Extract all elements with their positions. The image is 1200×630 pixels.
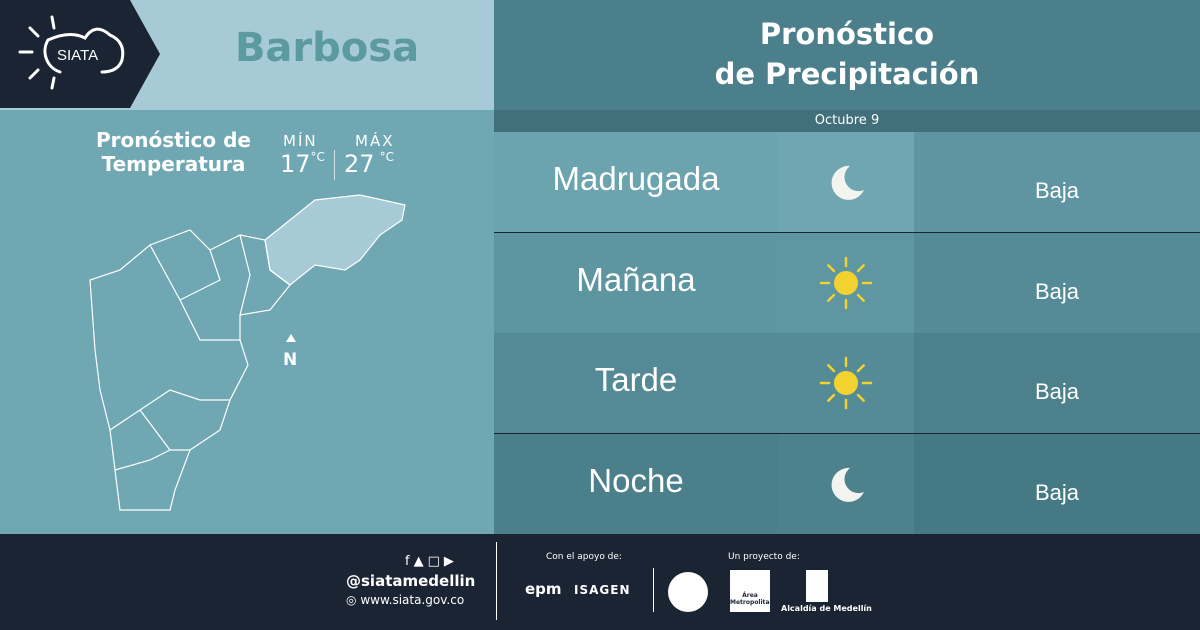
barbosa-region: [264, 194, 406, 286]
weather-icon-cell: [778, 232, 914, 333]
alcaldia-logo: [806, 570, 828, 602]
sun-icon: [819, 356, 873, 410]
north-arrow-icon: [286, 334, 296, 342]
antioquia-seal-logo: [668, 572, 708, 612]
temperature-title: Pronóstico de Temperatura: [96, 128, 251, 176]
footer: f▲□▶ @siatamedellin ◎ www.siata.gov.co C…: [0, 534, 1200, 630]
precipitation-level: Baja: [914, 232, 1200, 333]
social-icons[interactable]: f▲□▶: [405, 554, 458, 569]
weather-icon-cell: [778, 333, 914, 433]
isagen-logo: ISAGEN: [574, 583, 631, 597]
precipitation-level: Baja: [914, 433, 1200, 534]
period-label: Madrugada: [494, 132, 778, 232]
min-temp: 17°C: [280, 150, 325, 178]
title-line: Pronóstico de: [96, 128, 251, 152]
municipality-map: N: [89, 194, 406, 511]
sun-icon: [819, 256, 873, 309]
unit: °C: [379, 150, 395, 164]
max-value: 27: [344, 150, 375, 178]
period-label: Mañana: [494, 232, 778, 333]
precipitation-title: Pronóstico de Precipitación: [494, 14, 1200, 94]
min-value: 17: [280, 150, 311, 178]
title-line: de Precipitación: [714, 57, 980, 91]
temperature-panel: [0, 110, 494, 534]
divider: [653, 568, 654, 612]
period-label: Noche: [494, 433, 778, 534]
forecast-row: Noche Baja: [494, 433, 1200, 534]
website-link[interactable]: ◎ www.siata.gov.co: [346, 593, 464, 607]
weather-icon-cell: [778, 132, 914, 232]
moon-icon: [831, 467, 864, 502]
area-metropolitana-text: Área Metropolitana: [730, 592, 778, 606]
max-temp: 27 °C: [344, 150, 394, 178]
svg-text:SIATA: SIATA: [57, 47, 98, 64]
support-label: Con el apoyo de:: [546, 552, 622, 562]
globe-icon: ◎: [346, 593, 357, 607]
precipitation-level: Baja: [914, 132, 1200, 232]
city-name: Barbosa: [234, 25, 420, 71]
social-handle[interactable]: @siatamedellin: [346, 572, 476, 590]
sun-cloud-logo-icon: SIATA: [18, 15, 125, 90]
project-label: Un proyecto de:: [728, 552, 800, 562]
min-label: MÍN: [283, 132, 318, 150]
forecast-date: Octubre 9: [494, 110, 1200, 132]
area-metropolitana-logo: Área Metropolitana: [730, 570, 778, 612]
precipitation-level: Baja: [914, 333, 1200, 433]
forecast-row: Madrugada Baja: [494, 132, 1200, 232]
max-label: MÁX: [355, 132, 395, 150]
alcaldia-text: Alcaldía de Medellín: [781, 604, 872, 613]
precipitation-header: [494, 0, 1200, 110]
forecast-row: Tarde Baja: [494, 333, 1200, 433]
period-label: Tarde: [494, 333, 778, 433]
siata-logo: SIATA: [0, 0, 160, 108]
title-line: Temperatura: [101, 152, 246, 176]
epm-logo: epm: [525, 580, 562, 598]
website-text: www.siata.gov.co: [360, 593, 465, 607]
neighboring-regions: [89, 229, 291, 511]
forecast-row: Mañana Baja: [494, 232, 1200, 333]
divider: [496, 542, 497, 620]
moon-icon: [831, 165, 864, 200]
north-label: N: [283, 350, 297, 370]
title-line: Pronóstico: [759, 17, 935, 51]
unit: °C: [310, 150, 325, 164]
divider: [334, 150, 335, 180]
weather-icon-cell: [778, 433, 914, 534]
